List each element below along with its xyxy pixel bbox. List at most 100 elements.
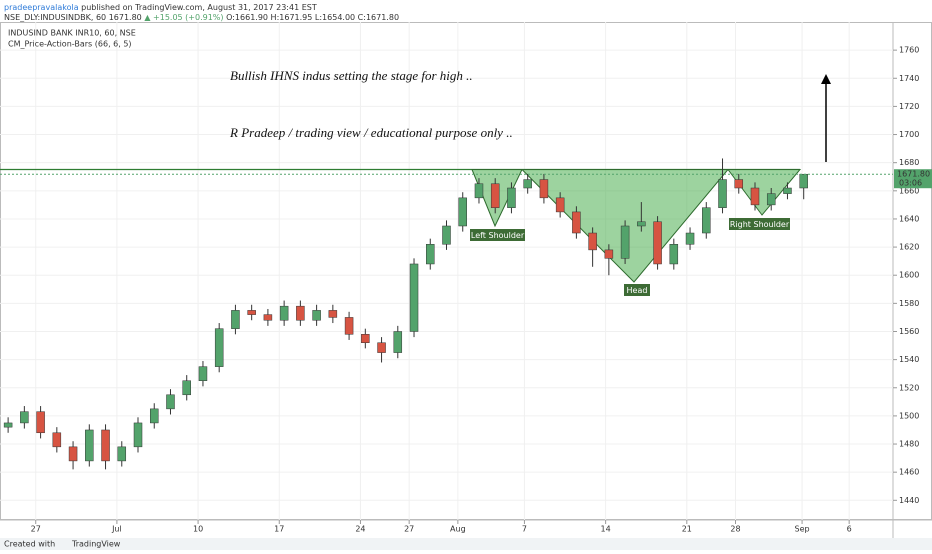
candle-body [702,207,711,234]
candle-body [409,263,419,332]
candle-body [604,249,614,259]
pattern-label: Right Shoulder [730,220,790,229]
candle-body [783,187,792,194]
candle-body [36,411,45,434]
candle-body [149,408,159,424]
last: 1671.80 [109,13,142,22]
candle-body [685,232,695,245]
x-tick-label: 6 [847,525,852,534]
y-tick-label: 1760 [899,46,919,55]
change: ▲ +15.05 (+0.91%) [144,13,223,22]
author[interactable]: pradeepravalakola [4,3,79,12]
y-tick-label: 1560 [899,327,919,336]
y-tick-label: 1660 [899,186,919,195]
candle-body [344,317,354,335]
candle-body [231,310,240,329]
annotation: R Pradeep / trading view / educational p… [229,125,513,140]
ohlc: O:1661.90 H:1671.95 L:1654.00 C:1671.80 [226,13,399,22]
candle-body [328,310,338,318]
x-tick-label: Aug [450,525,466,534]
x-tick-label: 27 [31,525,41,534]
last-price-box [894,169,932,189]
candle-body [718,179,727,208]
y-tick-label: 1620 [899,243,919,252]
candle-body [572,211,581,234]
y-tick-label: 1460 [899,468,919,477]
x-tick-label: 14 [601,525,611,534]
symbol-line: NSE_DLY:INDUSINDBK, 60 1671.80 ▲ +15.05 … [4,13,399,22]
candle-body [426,244,435,265]
x-tick-label: 24 [355,525,365,534]
candle-body [312,310,321,321]
candle-body [166,394,175,410]
footer-brand[interactable]: TradingView [71,540,121,549]
y-tick-label: 1480 [899,440,919,449]
candles [3,158,808,470]
candle-body [198,366,208,381]
candle-body [3,422,13,428]
candle-body [555,197,565,213]
last-price-label: 1671.80 [897,170,930,179]
right-shoulder-shape [727,169,802,216]
header-line: pradeepravalakola published on TradingVi… [4,3,317,12]
label-box [729,218,790,230]
y-tick-label: 1720 [899,102,919,111]
candle-body [101,429,110,462]
candle-body [442,225,451,245]
candle-body [263,314,273,321]
candle-body [52,432,62,448]
candle-body [20,411,29,424]
y-tick-label: 1600 [899,271,919,280]
candle-body [133,422,143,448]
candle-body [279,305,289,321]
symbol: NSE_DLY:INDUSINDBK, 60 [4,13,106,22]
y-tick-label: 1640 [899,214,919,223]
y-tick-label: 1580 [899,299,919,308]
countdown: 03:06 [899,179,922,188]
candle-body [182,380,191,396]
candle-body [393,331,403,353]
chart-title: INDUSIND BANK INR10, 60, NSE [8,29,136,38]
y-tick-label: 1500 [899,411,919,420]
arrow-head [821,74,831,84]
candle-body [734,179,744,189]
candle-body [361,334,370,343]
candle-body [799,173,808,189]
candle-body [85,429,94,462]
candle-body [296,305,305,321]
x-tick-label: 7 [522,525,527,534]
candle-body [458,197,467,227]
y-tick-label: 1680 [899,158,919,167]
candle-body [474,183,484,199]
indicator-name: CM_Price-Action-Bars (66, 6, 5) [8,40,132,49]
candle-body [588,232,597,251]
x-tick-label: Jul [111,525,122,534]
candle-body [507,187,516,208]
candle-body [490,183,500,208]
candle-body [247,310,256,315]
annotation: Bullish IHNS indus setting the stage for… [230,68,473,83]
footer-bar [0,538,932,550]
candle-body [750,187,760,206]
candle-body [117,446,127,462]
label-box [624,284,650,296]
footer-created: Created with [4,540,55,549]
x-tick-label: 21 [682,525,692,534]
candle-body [669,244,679,265]
candle-body [637,221,646,227]
candle-body [214,328,224,367]
pattern-label: Left Shoulder [471,231,525,240]
x-tick-label: 27 [404,525,414,534]
candle-body [653,221,662,265]
y-tick-label: 1440 [899,496,919,505]
candle-body [523,179,532,189]
published: published on TradingView.com, August 31,… [81,3,317,12]
candle-body [539,179,549,199]
label-box [470,229,525,241]
pattern-label: Head [627,286,648,295]
x-tick-label: 28 [730,525,740,534]
y-tick-label: 1540 [899,355,919,364]
candle-body [377,342,386,353]
candle-body [620,225,630,259]
